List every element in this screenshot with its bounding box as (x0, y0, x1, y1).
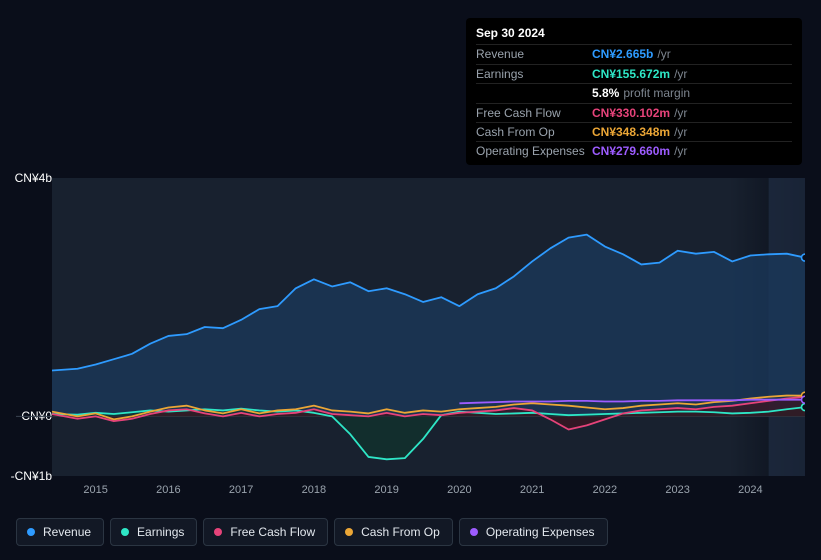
legend: Revenue Earnings Free Cash Flow Cash Fro… (16, 518, 608, 546)
legend-item-free-cash-flow[interactable]: Free Cash Flow (203, 518, 328, 546)
tooltip-row-label: Revenue (476, 47, 592, 61)
legend-label: Free Cash Flow (230, 525, 315, 539)
legend-label: Operating Expenses (486, 525, 595, 539)
legend-label: Revenue (43, 525, 91, 539)
x-axis-label: 2015 (83, 484, 107, 496)
tooltip-row-suffix: /yr (674, 125, 687, 139)
legend-label: Earnings (137, 525, 184, 539)
tooltip-row-value: CN¥2.665b (592, 47, 653, 61)
legend-dot (470, 528, 478, 536)
legend-label: Cash From Op (361, 525, 440, 539)
x-axis-label: 2016 (156, 484, 180, 496)
x-axis-label: 2023 (665, 484, 689, 496)
tooltip-row-suffix: /yr (674, 67, 687, 81)
tooltip-row-value: CN¥330.102m (592, 106, 670, 120)
tooltip-row-value: 5.8% (592, 86, 619, 100)
tooltip-row-label: Earnings (476, 67, 592, 81)
legend-dot (345, 528, 353, 536)
tooltip-row-label: Free Cash Flow (476, 106, 592, 120)
tooltip-row-suffix: profit margin (623, 86, 690, 100)
x-axis-label: 2018 (302, 484, 326, 496)
tooltip-row-label (476, 86, 592, 100)
x-axis-label: 2019 (374, 484, 398, 496)
tooltip-row: EarningsCN¥155.672m/yr (476, 64, 792, 83)
x-axis-label: 2024 (738, 484, 762, 496)
legend-dot (27, 528, 35, 536)
x-axis-label: 2021 (520, 484, 544, 496)
tooltip-row: Operating ExpensesCN¥279.660m/yr (476, 141, 792, 160)
tooltip-row: RevenueCN¥2.665b/yr (476, 44, 792, 63)
tooltip-date: Sep 30 2024 (476, 24, 792, 44)
legend-dot (214, 528, 222, 536)
line-chart (16, 160, 805, 476)
tooltip-row-suffix: /yr (674, 106, 687, 120)
tooltip-row: 5.8% profit margin (476, 83, 792, 102)
legend-item-earnings[interactable]: Earnings (110, 518, 197, 546)
tooltip-row-suffix: /yr (657, 47, 670, 61)
x-axis-label: 2017 (229, 484, 253, 496)
tooltip-row-value: CN¥155.672m (592, 67, 670, 81)
tooltip-row: Cash From OpCN¥348.348m/yr (476, 122, 792, 141)
tooltip-row-label: Operating Expenses (476, 144, 592, 158)
x-axis-label: 2022 (593, 484, 617, 496)
tooltip-row: Free Cash FlowCN¥330.102m/yr (476, 103, 792, 122)
tooltip-row-value: CN¥279.660m (592, 144, 670, 158)
legend-item-revenue[interactable]: Revenue (16, 518, 104, 546)
tooltip-row-suffix: /yr (674, 144, 687, 158)
legend-dot (121, 528, 129, 536)
tooltip-row-label: Cash From Op (476, 125, 592, 139)
tooltip-row-value: CN¥348.348m (592, 125, 670, 139)
x-axis-label: 2020 (447, 484, 471, 496)
chart-tooltip: Sep 30 2024 RevenueCN¥2.665b/yrEarningsC… (466, 18, 802, 165)
legend-item-operating-expenses[interactable]: Operating Expenses (459, 518, 608, 546)
legend-item-cash-from-op[interactable]: Cash From Op (334, 518, 453, 546)
